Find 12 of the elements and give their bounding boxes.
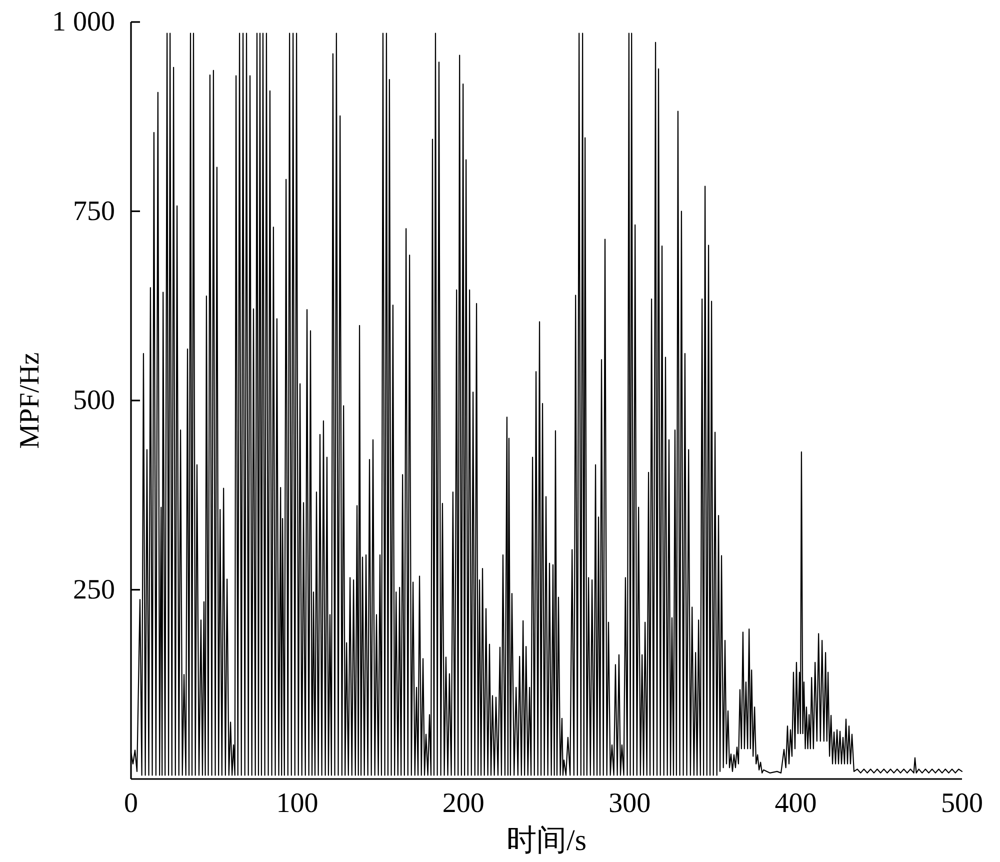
x-axis-title: 时间/s [506,824,587,857]
y-tick-label: 750 [73,196,115,227]
x-tick-label: 100 [276,788,318,819]
x-tick-label: 300 [608,788,651,819]
y-axis-title: MPF/Hz [14,352,46,449]
y-tick-label: 250 [73,574,115,606]
x-tick-label: 0 [124,788,138,819]
x-tick-label: 400 [774,788,817,819]
y-tick-label: 500 [73,385,115,416]
x-tick-label: 200 [442,788,484,819]
x-tick-label: 500 [941,788,983,819]
y-tick-label: 1 000 [52,6,115,38]
